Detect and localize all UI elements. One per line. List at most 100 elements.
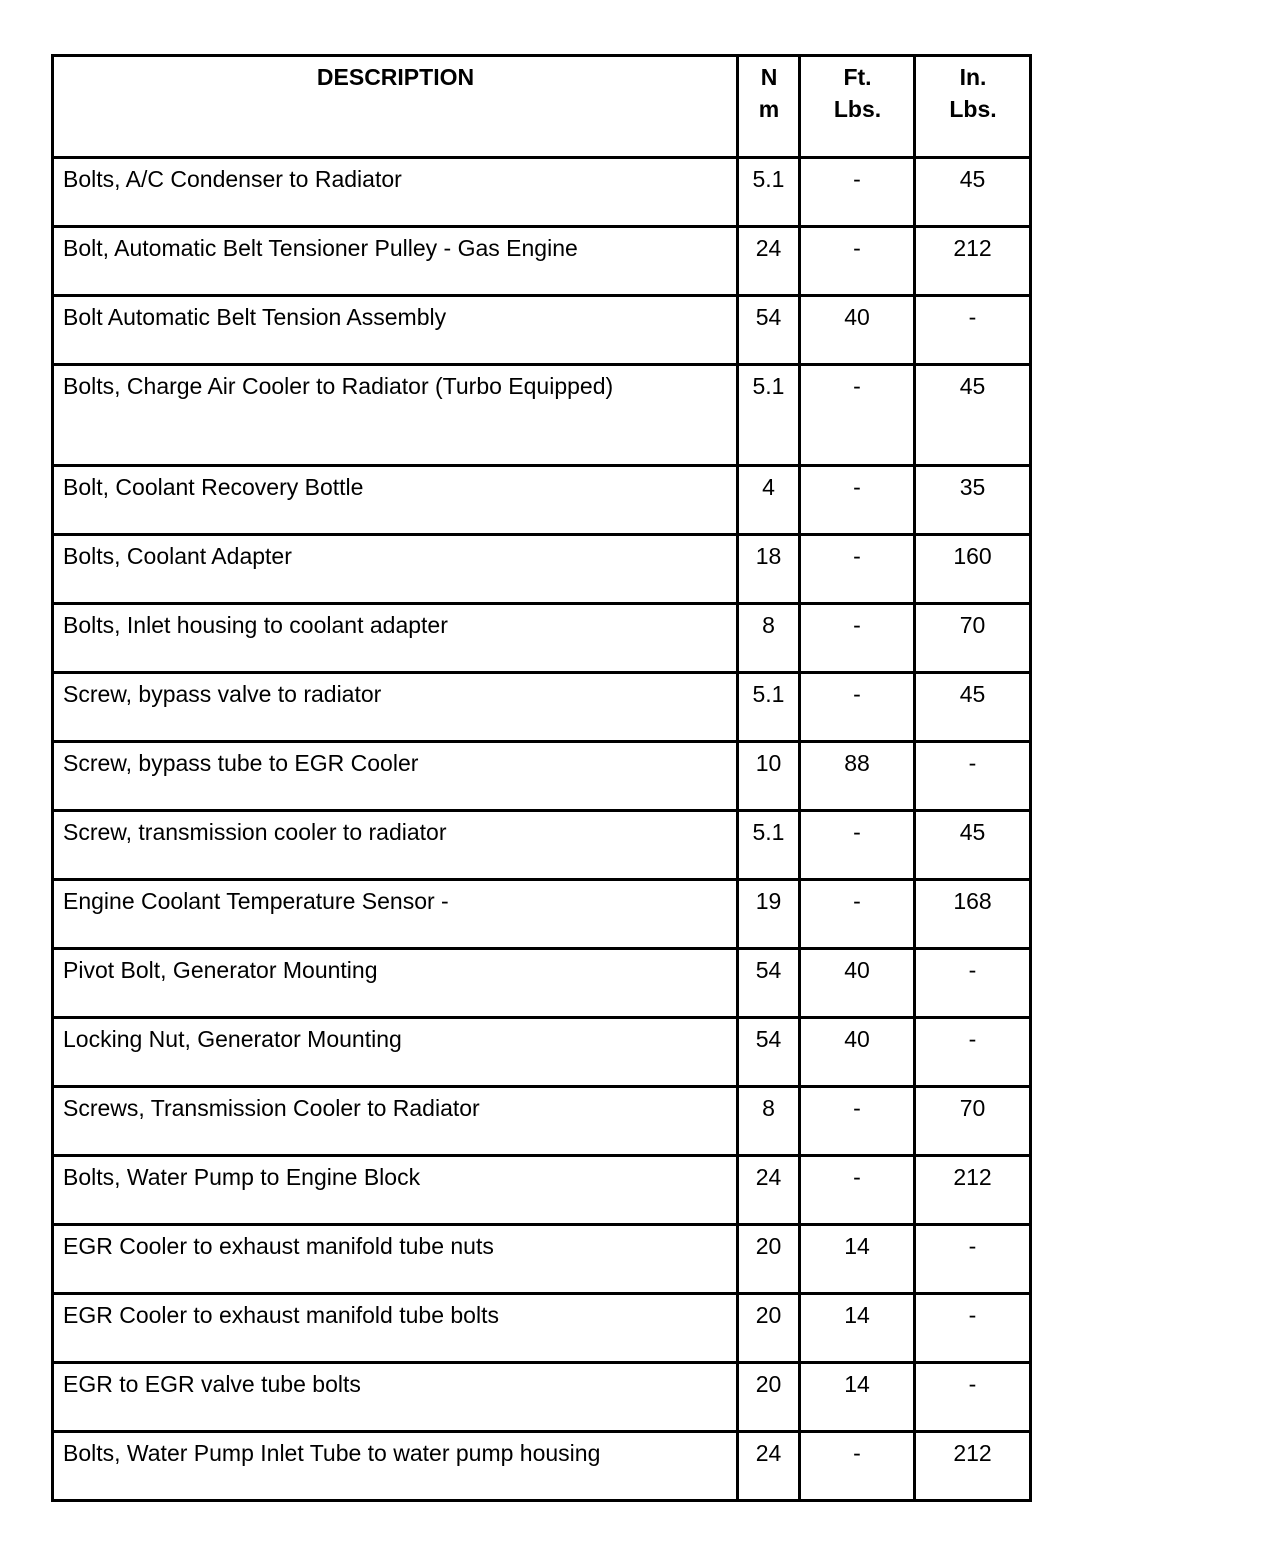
table-row: Bolts, Water Pump to Engine Block 24-212 xyxy=(51,1154,1032,1226)
header-in-lbs: In. Lbs. xyxy=(913,54,1032,159)
cell-ft-lbs: - xyxy=(798,878,916,950)
cell-in-lbs: - xyxy=(913,740,1032,812)
cell-nm: 20 xyxy=(736,1292,801,1364)
cell-description: Bolt Automatic Belt Tension Assembly xyxy=(51,294,739,366)
cell-ft-lbs: - xyxy=(798,809,916,881)
cell-nm: 20 xyxy=(736,1223,801,1295)
cell-ft-lbs: - xyxy=(798,533,916,605)
cell-nm: 20 xyxy=(736,1361,801,1433)
table-row: Pivot Bolt, Generator Mounting 54 40- xyxy=(51,947,1032,1019)
cell-description: Bolts, Coolant Adapter xyxy=(51,533,739,605)
cell-nm: 8 xyxy=(736,1085,801,1157)
cell-ft-lbs: 40 xyxy=(798,294,916,366)
table-row: EGR to EGR valve tube bolts 20 14- xyxy=(51,1361,1032,1433)
cell-nm: 8 xyxy=(736,602,801,674)
table-row: Bolt, Automatic Belt Tensioner Pulley - … xyxy=(51,225,1032,297)
cell-description: Engine Coolant Temperature Sensor - xyxy=(51,878,739,950)
cell-nm: 54 xyxy=(736,947,801,1019)
cell-in-lbs: 45 xyxy=(913,156,1032,228)
cell-nm: 5.1 xyxy=(736,671,801,743)
cell-ft-lbs: 40 xyxy=(798,947,916,1019)
cell-nm: 5.1 xyxy=(736,363,801,467)
table-row: Screw, transmission cooler to radiator 5.… xyxy=(51,809,1032,881)
cell-nm: 19 xyxy=(736,878,801,950)
cell-in-lbs: 168 xyxy=(913,878,1032,950)
cell-nm: 24 xyxy=(736,1430,801,1502)
cell-in-lbs: 212 xyxy=(913,1430,1032,1502)
table-row: Locking Nut, Generator Mounting 54 40- xyxy=(51,1016,1032,1088)
table-row: Bolts, Coolant Adapter 18-160 xyxy=(51,533,1032,605)
cell-ft-lbs: - xyxy=(798,1154,916,1226)
cell-ft-lbs: - xyxy=(798,671,916,743)
table-row: EGR Cooler to exhaust manifold tube nuts… xyxy=(51,1223,1032,1295)
cell-description: Screw, bypass tube to EGR Cooler xyxy=(51,740,739,812)
cell-description: EGR to EGR valve tube bolts xyxy=(51,1361,739,1433)
cell-description: Bolts, Charge Air Cooler to Radiator (Tu… xyxy=(51,363,739,467)
cell-description: Bolt, Coolant Recovery Bottle xyxy=(51,464,739,536)
table-row: Screws, Transmission Cooler to Radiator 8… xyxy=(51,1085,1032,1157)
cell-ft-lbs: 14 xyxy=(798,1361,916,1433)
header-ft-line2: Lbs. xyxy=(833,96,882,122)
cell-nm: 24 xyxy=(736,1154,801,1226)
cell-description: Locking Nut, Generator Mounting xyxy=(51,1016,739,1088)
cell-description: Bolts, Water Pump to Engine Block xyxy=(51,1154,739,1226)
cell-in-lbs: - xyxy=(913,1292,1032,1364)
cell-ft-lbs: 40 xyxy=(798,1016,916,1088)
cell-in-lbs: 35 xyxy=(913,464,1032,536)
table-row: Bolts, Inlet housing to coolant adapter 8… xyxy=(51,602,1032,674)
cell-in-lbs: 70 xyxy=(913,1085,1032,1157)
cell-ft-lbs: - xyxy=(798,602,916,674)
cell-in-lbs: - xyxy=(913,1223,1032,1295)
cell-in-lbs: 70 xyxy=(913,602,1032,674)
cell-description: Pivot Bolt, Generator Mounting xyxy=(51,947,739,1019)
cell-nm: 10 xyxy=(736,740,801,812)
cell-description: Bolts, Water Pump Inlet Tube to water pu… xyxy=(51,1430,739,1502)
cell-in-lbs: 45 xyxy=(913,363,1032,467)
cell-description: Bolts, A/C Condenser to Radiator xyxy=(51,156,739,228)
cell-in-lbs: - xyxy=(913,1016,1032,1088)
cell-nm: 5.1 xyxy=(736,809,801,881)
cell-ft-lbs: - xyxy=(798,363,916,467)
cell-in-lbs: 212 xyxy=(913,225,1032,297)
cell-in-lbs: - xyxy=(913,1361,1032,1433)
cell-description: Screw, transmission cooler to radiator xyxy=(51,809,739,881)
cell-description: Bolt, Automatic Belt Tensioner Pulley - … xyxy=(51,225,739,297)
cell-nm: 18 xyxy=(736,533,801,605)
cell-nm: 5.1 xyxy=(736,156,801,228)
cell-ft-lbs: - xyxy=(798,1430,916,1502)
table-row: Bolt, Coolant Recovery Bottle 4-35 xyxy=(51,464,1032,536)
cell-in-lbs: 45 xyxy=(913,809,1032,881)
cell-nm: 54 xyxy=(736,294,801,366)
cell-in-lbs: 160 xyxy=(913,533,1032,605)
cell-ft-lbs: 88 xyxy=(798,740,916,812)
cell-ft-lbs: - xyxy=(798,156,916,228)
cell-description: Bolts, Inlet housing to coolant adapter xyxy=(51,602,739,674)
header-in-line1: In. xyxy=(959,64,987,90)
cell-in-lbs: 212 xyxy=(913,1154,1032,1226)
cell-description: EGR Cooler to exhaust manifold tube nuts xyxy=(51,1223,739,1295)
cell-ft-lbs: - xyxy=(798,225,916,297)
cell-description: Screws, Transmission Cooler to Radiator xyxy=(51,1085,739,1157)
table-row: EGR Cooler to exhaust manifold tube bolt… xyxy=(51,1292,1032,1364)
cell-in-lbs: - xyxy=(913,294,1032,366)
table-row: Screw, bypass tube to EGR Cooler 10 88- xyxy=(51,740,1032,812)
table-row: Bolts, A/C Condenser to Radiator 5.1-45 xyxy=(51,156,1032,228)
header-ft-line1: Ft. xyxy=(843,64,872,90)
cell-in-lbs: 45 xyxy=(913,671,1032,743)
cell-nm: 24 xyxy=(736,225,801,297)
table-row: Bolt Automatic Belt Tension Assembly 54 40… xyxy=(51,294,1032,366)
table-row: Screw, bypass valve to radiator 5.1-45 xyxy=(51,671,1032,743)
table-row: Engine Coolant Temperature Sensor -19-16… xyxy=(51,878,1032,950)
cell-nm: 54 xyxy=(736,1016,801,1088)
header-description: DESCRIPTION xyxy=(51,54,739,159)
cell-ft-lbs: - xyxy=(798,464,916,536)
cell-ft-lbs: - xyxy=(798,1085,916,1157)
cell-in-lbs: - xyxy=(913,947,1032,1019)
header-in-line2: Lbs. xyxy=(949,96,997,122)
header-nm-line2: m xyxy=(758,96,780,122)
cell-ft-lbs: 14 xyxy=(798,1223,916,1295)
cell-nm: 4 xyxy=(736,464,801,536)
